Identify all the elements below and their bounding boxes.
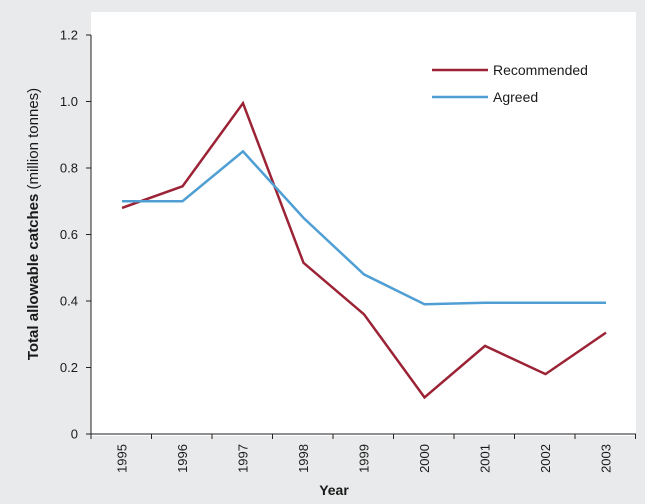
y-tick-label: 0.2 bbox=[60, 360, 78, 375]
series-line-agreed bbox=[122, 149, 606, 306]
x-tick-label: 1995 bbox=[115, 444, 130, 473]
x-tick-label: 1999 bbox=[357, 444, 372, 473]
y-axis-title-unit: (million tonnes) bbox=[25, 88, 42, 194]
x-tick-label: 2000 bbox=[417, 444, 432, 473]
x-tick-label: 2002 bbox=[538, 444, 553, 473]
legend-box bbox=[421, 55, 611, 111]
x-tick-label: 1998 bbox=[296, 444, 311, 473]
y-tick-label: 1.0 bbox=[60, 94, 78, 109]
x-tick-label: 2001 bbox=[478, 444, 493, 473]
y-tick-label: 0.4 bbox=[60, 294, 78, 309]
x-axis: 1995 1996 1997 1998 1999 2000 2001 2002 2003 bbox=[90, 433, 636, 473]
x-tick-label: 2003 bbox=[599, 444, 614, 473]
y-tick-label: 0 bbox=[71, 427, 78, 442]
y-axis-title-main: Total allowable catches bbox=[25, 194, 42, 360]
y-tick-label: 1.2 bbox=[60, 28, 78, 43]
y-tick-label: 0.6 bbox=[60, 227, 78, 242]
x-axis-title: Year bbox=[319, 482, 349, 498]
legend-label-recommended: Recommended bbox=[493, 62, 588, 78]
y-tick-label: 0.8 bbox=[60, 161, 78, 176]
x-tick-label: 1996 bbox=[175, 444, 190, 473]
series-line-recommended bbox=[121, 100, 607, 400]
y-axis: 0 0.2 0.4 0.6 0.8 1.0 1.2 bbox=[60, 28, 92, 442]
legend-label-agreed: Agreed bbox=[493, 89, 538, 105]
y-axis-title: Total allowable catches (million tonnes) bbox=[25, 88, 42, 360]
legend: Recommended Agreed bbox=[421, 55, 611, 111]
series-layer bbox=[121, 100, 607, 400]
x-tick-label: 1997 bbox=[236, 444, 251, 473]
